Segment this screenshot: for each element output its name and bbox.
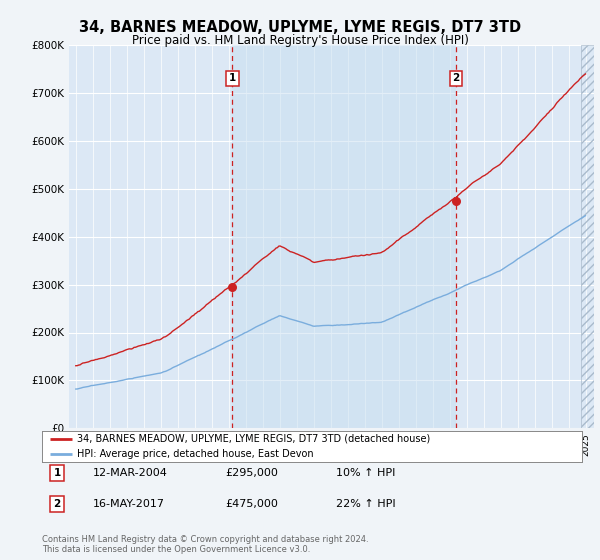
Text: £295,000: £295,000 (225, 468, 278, 478)
Text: Price paid vs. HM Land Registry's House Price Index (HPI): Price paid vs. HM Land Registry's House … (131, 34, 469, 46)
Text: 34, BARNES MEADOW, UPLYME, LYME REGIS, DT7 3TD (detached house): 34, BARNES MEADOW, UPLYME, LYME REGIS, D… (77, 434, 430, 444)
Text: 34, BARNES MEADOW, UPLYME, LYME REGIS, DT7 3TD: 34, BARNES MEADOW, UPLYME, LYME REGIS, D… (79, 20, 521, 35)
Text: Contains HM Land Registry data © Crown copyright and database right 2024.
This d: Contains HM Land Registry data © Crown c… (42, 535, 368, 554)
Bar (581, 45, 594, 428)
Text: HPI: Average price, detached house, East Devon: HPI: Average price, detached house, East… (77, 449, 314, 459)
Bar (232, 45, 456, 428)
Text: 16-MAY-2017: 16-MAY-2017 (93, 499, 165, 509)
Text: £475,000: £475,000 (225, 499, 278, 509)
Text: 2: 2 (452, 73, 460, 83)
Text: 10% ↑ HPI: 10% ↑ HPI (336, 468, 395, 478)
Point (451, 196, 461, 205)
Point (227, 282, 237, 291)
Text: 2: 2 (53, 499, 61, 509)
Text: 22% ↑ HPI: 22% ↑ HPI (336, 499, 395, 509)
Text: 1: 1 (53, 468, 61, 478)
Text: 1: 1 (229, 73, 236, 83)
Text: 12-MAR-2004: 12-MAR-2004 (93, 468, 168, 478)
